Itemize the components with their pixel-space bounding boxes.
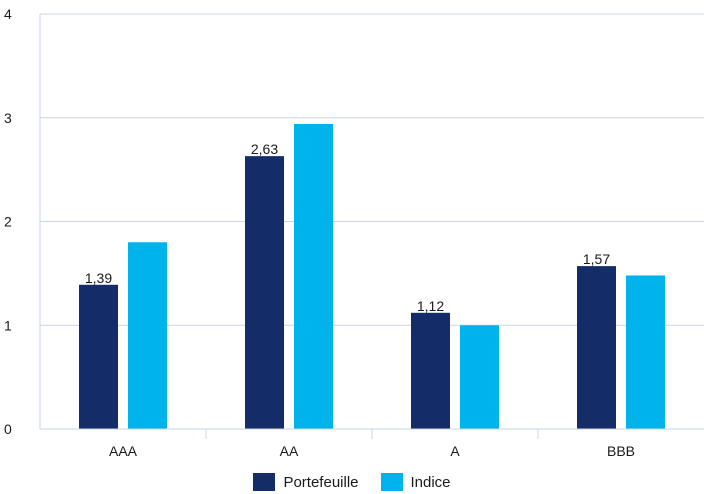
x-tick-label-aa: AA bbox=[280, 443, 299, 459]
y-tick-label-0: 0 bbox=[4, 421, 12, 437]
y-tick-label-1: 1 bbox=[4, 317, 12, 333]
legend-swatch-indice bbox=[380, 473, 403, 491]
legend-item-indice: Indice bbox=[380, 473, 451, 491]
bar-indice-bbb bbox=[626, 275, 665, 429]
bar-indice-a bbox=[460, 325, 499, 429]
bar-indice-aa bbox=[294, 123, 333, 429]
legend-label-portefeuille: Portefeuille bbox=[283, 473, 359, 491]
legend: Portefeuille Indice bbox=[0, 470, 704, 494]
data-label-portefeuille-a: 1,12 bbox=[417, 298, 444, 314]
legend-item-portefeuille: Portefeuille bbox=[253, 473, 359, 491]
data-labels: 1,39 2,63 1,12 1,57 bbox=[85, 141, 610, 314]
y-axis-ticks: 0 1 2 3 4 bbox=[4, 6, 12, 437]
bar-portefeuille-a bbox=[411, 312, 450, 429]
y-tick-label-4: 4 bbox=[4, 6, 12, 22]
bar-portefeuille-aa bbox=[245, 156, 284, 429]
data-label-portefeuille-aa: 2,63 bbox=[251, 141, 278, 157]
bar-portefeuille-bbb bbox=[577, 266, 616, 429]
x-tick-label-bbb: BBB bbox=[607, 443, 635, 459]
x-tick-label-a: A bbox=[450, 443, 460, 459]
data-label-portefeuille-aaa: 1,39 bbox=[85, 270, 112, 286]
x-axis: AAA AA A BBB bbox=[40, 428, 704, 459]
legend-swatch-portefeuille bbox=[253, 473, 276, 491]
y-tick-label-3: 3 bbox=[4, 110, 12, 126]
legend-label-indice: Indice bbox=[410, 473, 451, 491]
bar-portefeuille-aaa bbox=[79, 284, 118, 429]
data-label-portefeuille-bbb: 1,57 bbox=[583, 251, 610, 267]
x-tick-label-aaa: AAA bbox=[109, 443, 138, 459]
bar-indice-aaa bbox=[128, 242, 167, 429]
y-tick-label-2: 2 bbox=[4, 214, 12, 230]
bars bbox=[79, 123, 665, 429]
